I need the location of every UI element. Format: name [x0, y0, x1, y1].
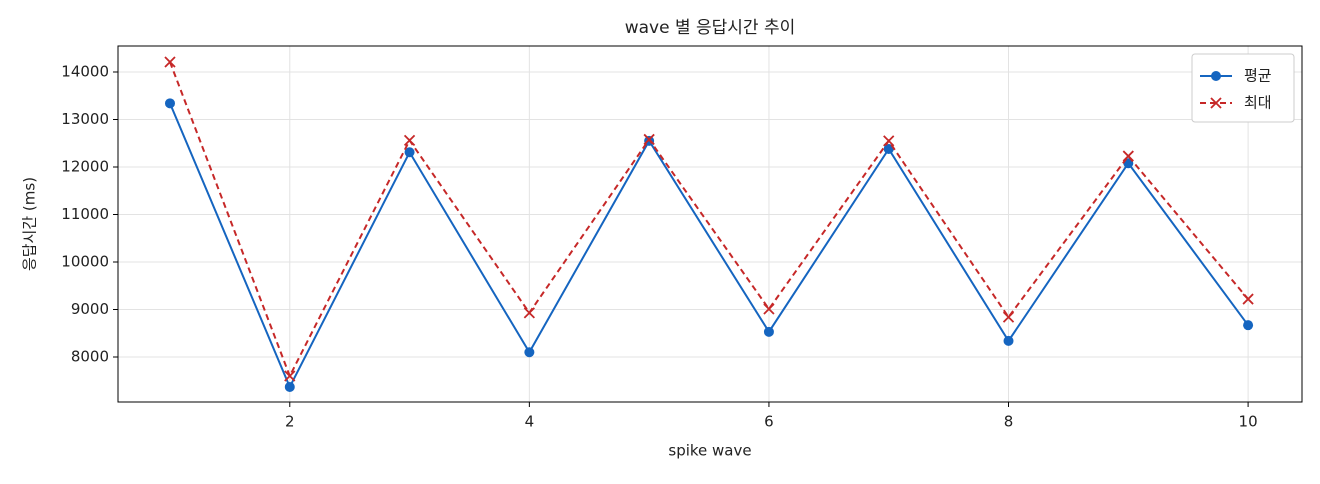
- point: [523, 307, 535, 319]
- y-tick-label: 8000: [71, 348, 109, 366]
- point: [1242, 293, 1254, 305]
- x-tick-label: 10: [1239, 413, 1258, 431]
- legend-marker: [1211, 71, 1221, 81]
- y-tick-label: 14000: [61, 62, 109, 80]
- point: [403, 134, 416, 147]
- point: [164, 56, 176, 68]
- point: [1003, 335, 1014, 346]
- point: [404, 147, 415, 158]
- point: [643, 133, 655, 146]
- legend-label: 평균: [1244, 67, 1272, 85]
- x-tick-label: 8: [1004, 413, 1014, 431]
- x-axis-label: spike wave: [668, 442, 751, 460]
- y-tick-label: 10000: [61, 253, 109, 271]
- point: [763, 303, 775, 315]
- y-tick-label: 13000: [61, 110, 109, 128]
- series-line: [169, 102, 1249, 390]
- point: [1002, 311, 1015, 323]
- point: [763, 326, 774, 337]
- plot-frame: [117, 45, 1303, 403]
- y-tick-label: 11000: [61, 205, 109, 223]
- point: [883, 135, 895, 147]
- point: [284, 381, 295, 392]
- legend-label: 최대: [1244, 94, 1272, 112]
- x-tick-label: 4: [525, 413, 535, 431]
- point: [883, 143, 894, 154]
- point: [524, 347, 535, 358]
- y-axis-label: 응답시간 (ms): [21, 177, 39, 271]
- y-tick-label: 9000: [71, 300, 109, 318]
- y-tick-label: 12000: [61, 157, 109, 175]
- x-tick-label: 6: [764, 413, 774, 431]
- series-line: [169, 61, 1249, 379]
- point: [1122, 150, 1134, 162]
- point: [164, 98, 175, 109]
- legend-box: [1191, 53, 1295, 123]
- chart-title: wave 별 응답시간 추이: [625, 18, 796, 38]
- legend-marker: [1210, 97, 1222, 109]
- point: [1243, 320, 1254, 331]
- point: [284, 370, 296, 382]
- x-tick-label: 2: [285, 413, 295, 431]
